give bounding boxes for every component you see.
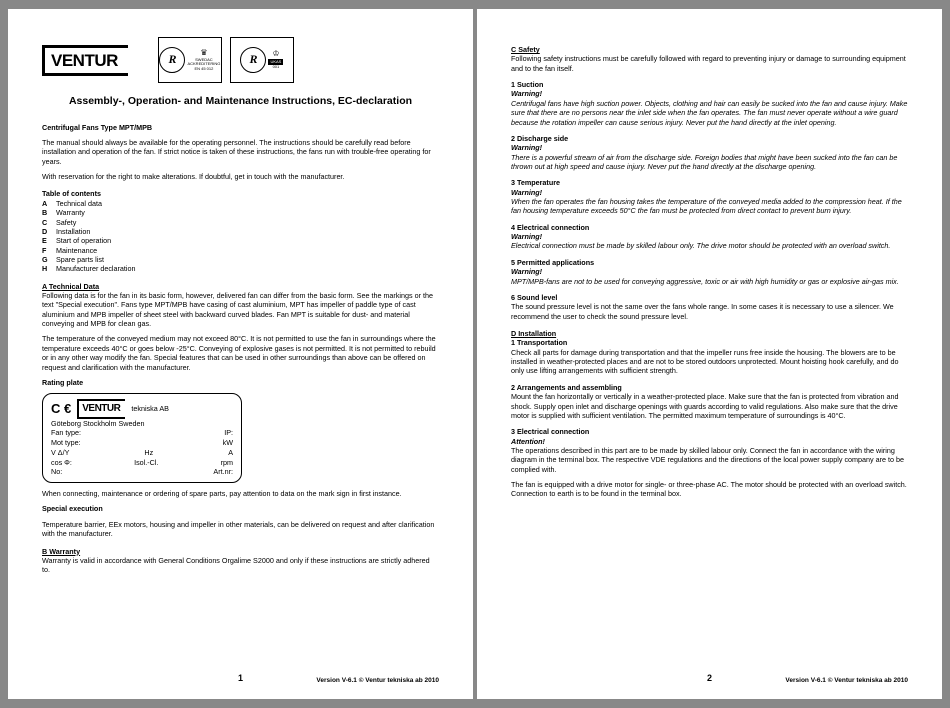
d3-head: 3 Electrical connection (511, 427, 908, 436)
special-p: Temperature barrier, EEx motors, housing… (42, 520, 439, 539)
page-spread: VENTUR R ♛ SWEDAC ACKREDITERING EN 45 01… (8, 9, 942, 699)
toc-val: Safety (56, 218, 76, 227)
toc-key: B (42, 208, 56, 217)
d1-head: 1 Transportation (511, 338, 908, 347)
toc-val: Technical data (56, 199, 102, 208)
rp-l3a: V Δ/Y (51, 448, 69, 458)
c4-head: 4 Electrical connection (511, 223, 908, 232)
warning-label: Warning! (511, 89, 908, 98)
rating-plate-label: Rating plate (42, 378, 439, 387)
toc-label: Table of contents (42, 189, 439, 198)
section-c-p: Following safety instructions must be ca… (511, 54, 908, 73)
c2-p: There is a powerful stream of air from t… (511, 153, 908, 172)
ce-mark-icon: C € (51, 400, 71, 418)
warning-label: Warning! (511, 267, 908, 276)
d2-head: 2 Arrangements and assembling (511, 383, 908, 392)
ukas-badge: R ♔ UKAS 001 (230, 37, 294, 83)
toc-key: H (42, 264, 56, 273)
section-a-head: A Technical Data (42, 282, 439, 291)
rp-l4c: rpm (221, 458, 233, 468)
c5-head: 5 Permitted applications (511, 258, 908, 267)
c6-head: 6 Sound level (511, 293, 908, 302)
toc-key: A (42, 199, 56, 208)
attention-label: Attention! (511, 437, 908, 446)
header-row: VENTUR R ♛ SWEDAC ACKREDITERING EN 45 01… (42, 37, 439, 83)
d3-p2: The fan is equipped with a drive motor f… (511, 480, 908, 499)
section-d-head: D Installation (511, 329, 908, 338)
toc-key: E (42, 236, 56, 245)
toc-val: Warranty (56, 208, 85, 217)
rp-l4a: cos Φ: (51, 458, 72, 468)
intro-1: The manual should always be available fo… (42, 138, 439, 166)
toc-key: G (42, 255, 56, 264)
c3-p: When the fan operates the fan housing ta… (511, 197, 908, 216)
toc-val: Start of operation (56, 236, 111, 245)
warning-label: Warning! (511, 232, 908, 241)
swedac-badge: R ♛ SWEDAC ACKREDITERING EN 45 012 (158, 37, 222, 83)
d1-p: Check all parts for damage during transp… (511, 348, 908, 376)
section-a-p2: The temperature of the conveyed medium m… (42, 334, 439, 371)
rp-tek: tekniska AB (131, 404, 169, 414)
c5-p: MPT/MPB-fans are not to be used for conv… (511, 277, 908, 286)
rp-l2b: kW (223, 438, 233, 448)
rp-l1a: Fan type: (51, 428, 81, 438)
footer-version: Version V-6.1 © Ventur tekniska ab 2010 (316, 677, 439, 685)
page-2: C Safety Following safety instructions m… (477, 9, 942, 699)
c2-head: 2 Discharge side (511, 134, 908, 143)
r-mark-icon: R (240, 47, 266, 73)
toc-val: Manufacturer declaration (56, 264, 136, 273)
toc-key: C (42, 218, 56, 227)
section-b-p: Warranty is valid in accordance with Gen… (42, 556, 439, 575)
c1-p: Centrifugal fans have high suction power… (511, 99, 908, 127)
brand-logo: VENTUR (42, 45, 128, 76)
doc-title: Assembly-, Operation- and Maintenance In… (42, 95, 439, 109)
rp-after: When connecting, maintenance or ordering… (42, 489, 439, 498)
c1-head: 1 Suction (511, 80, 908, 89)
c3-head: 3 Temperature (511, 178, 908, 187)
subtitle: Centrifugal Fans Type MPT/MPB (42, 123, 439, 132)
rp-loc: Göteborg Stockholm Sweden (51, 419, 233, 429)
ukas-num: 001 (273, 65, 280, 69)
rp-l3b: Hz (144, 448, 153, 458)
section-a-p1: Following data is for the fan in its bas… (42, 291, 439, 328)
cert-badges: R ♛ SWEDAC ACKREDITERING EN 45 012 R ♔ U… (158, 37, 294, 83)
rp-l5a: No: (51, 467, 62, 477)
crown-icon: ♔ (272, 50, 279, 59)
section-b-head: B Warranty (42, 547, 439, 556)
rp-l1b: IP: (224, 428, 233, 438)
toc-key: F (42, 246, 56, 255)
rating-plate: C € VENTUR tekniska AB Göteborg Stockhol… (42, 393, 242, 483)
c6-p: The sound pressure level is not the same… (511, 302, 908, 321)
toc-val: Installation (56, 227, 90, 236)
toc-key: D (42, 227, 56, 236)
special-head: Special execution (42, 504, 439, 513)
rp-l5b: Art.nr: (213, 467, 233, 477)
rp-l4b: Isol.-Cl. (134, 458, 158, 468)
section-c-head: C Safety (511, 45, 908, 54)
warning-label: Warning! (511, 188, 908, 197)
c4-p: Electrical connection must be made by sk… (511, 241, 908, 250)
intro-2: With reservation for the right to make a… (42, 172, 439, 181)
warning-label: Warning! (511, 143, 908, 152)
rp-l2a: Mot type: (51, 438, 81, 448)
toc-val: Maintenance (56, 246, 97, 255)
page-1: VENTUR R ♛ SWEDAC ACKREDITERING EN 45 01… (8, 9, 473, 699)
r-mark-icon: R (159, 47, 185, 73)
rp-l3c: A (228, 448, 233, 458)
toc-val: Spare parts list (56, 255, 104, 264)
page-number: 1 (238, 673, 243, 685)
d3-p1: The operations described in this part ar… (511, 446, 908, 474)
swedac-num: EN 45 012 (194, 67, 213, 71)
d2-p: Mount the fan horizontally or vertically… (511, 392, 908, 420)
page-number: 2 (707, 673, 712, 685)
rp-brand-logo: VENTUR (77, 399, 125, 419)
footer-version: Version V-6.1 © Ventur tekniska ab 2010 (785, 677, 908, 685)
